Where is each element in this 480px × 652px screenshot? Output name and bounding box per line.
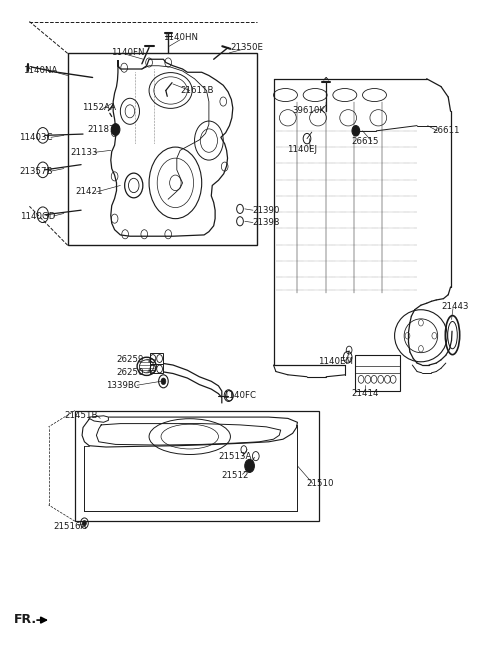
Text: 26611: 26611 bbox=[432, 126, 459, 136]
Text: 21516A: 21516A bbox=[53, 522, 87, 531]
Text: 21398: 21398 bbox=[252, 218, 279, 227]
Text: 1152AA: 1152AA bbox=[82, 103, 116, 112]
Text: 11403C: 11403C bbox=[19, 133, 52, 142]
Text: 26259: 26259 bbox=[116, 355, 144, 364]
Circle shape bbox=[161, 378, 166, 385]
Text: 1339BC: 1339BC bbox=[106, 381, 140, 390]
Polygon shape bbox=[89, 416, 108, 422]
Text: 1140HN: 1140HN bbox=[163, 33, 198, 42]
Circle shape bbox=[352, 126, 360, 136]
Text: 21390: 21390 bbox=[252, 205, 279, 215]
Text: 21187P: 21187P bbox=[87, 125, 120, 134]
Text: 21350E: 21350E bbox=[231, 43, 264, 52]
Text: 1140EJ: 1140EJ bbox=[287, 145, 317, 154]
Circle shape bbox=[83, 520, 86, 526]
Bar bbox=[75, 411, 319, 521]
Text: 1140FC: 1140FC bbox=[224, 391, 256, 400]
Circle shape bbox=[245, 460, 254, 473]
Bar bbox=[150, 364, 163, 373]
Text: 21414: 21414 bbox=[352, 389, 379, 398]
Text: 26615: 26615 bbox=[352, 137, 379, 146]
Bar bbox=[150, 353, 163, 364]
Text: 1140FN: 1140FN bbox=[111, 48, 144, 57]
Bar bbox=[355, 355, 400, 391]
Text: 21443: 21443 bbox=[442, 302, 469, 311]
Circle shape bbox=[111, 124, 120, 136]
Text: 21357B: 21357B bbox=[19, 167, 52, 175]
Text: 21611B: 21611B bbox=[180, 86, 214, 95]
Text: 1140NA: 1140NA bbox=[23, 66, 58, 75]
Text: FR.: FR. bbox=[14, 613, 37, 626]
Text: 21421: 21421 bbox=[75, 188, 103, 196]
Text: 39610K: 39610K bbox=[292, 106, 325, 115]
Text: 21510: 21510 bbox=[307, 479, 334, 488]
Text: 21513A: 21513A bbox=[218, 452, 252, 460]
Text: 21451B: 21451B bbox=[64, 411, 98, 420]
Text: 1140EM: 1140EM bbox=[318, 357, 353, 366]
Text: 21512: 21512 bbox=[221, 471, 249, 480]
Bar bbox=[68, 53, 257, 245]
Text: 26250: 26250 bbox=[116, 368, 144, 377]
Text: 21133: 21133 bbox=[71, 148, 98, 156]
Text: 1140GD: 1140GD bbox=[20, 211, 56, 220]
